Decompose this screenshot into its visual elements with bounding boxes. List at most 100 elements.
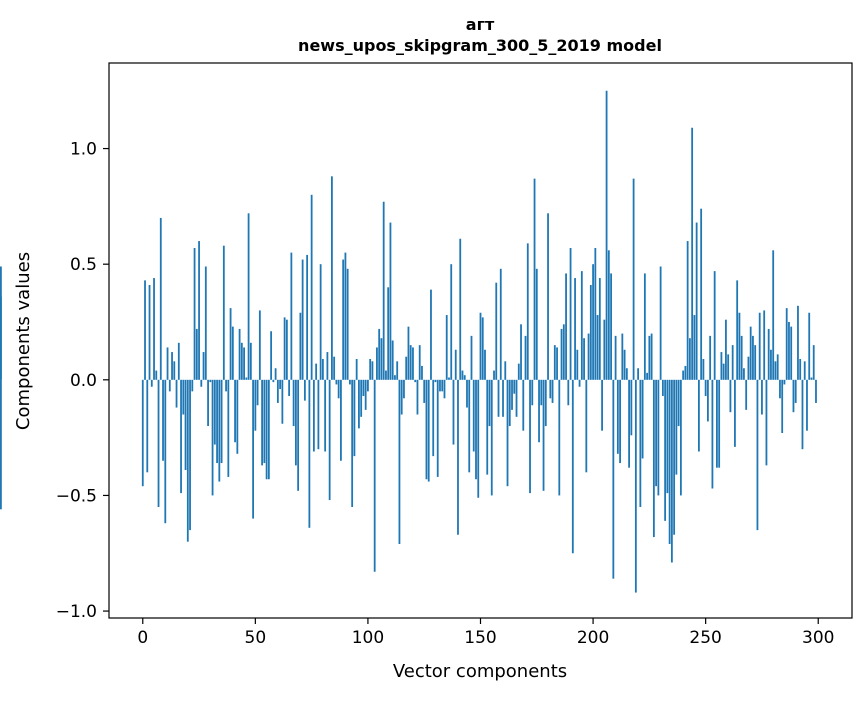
bar	[707, 379, 709, 422]
bar	[756, 379, 759, 531]
bar	[569, 248, 572, 380]
bar	[198, 241, 200, 380]
bar	[783, 379, 786, 385]
bar	[360, 379, 363, 417]
bar	[803, 361, 806, 380]
bar	[682, 370, 685, 380]
bar	[655, 379, 658, 487]
bar	[675, 379, 678, 475]
bar	[517, 363, 520, 380]
bar	[713, 271, 716, 380]
bar	[612, 379, 615, 579]
bar	[186, 379, 189, 542]
bar	[761, 379, 763, 415]
bar	[580, 271, 583, 380]
bar	[770, 349, 772, 380]
bar	[634, 379, 637, 593]
x-tick-label: 300	[802, 628, 834, 648]
x-axis-label: Vector components	[393, 661, 567, 682]
chart-subtitle: news_upos_skipgram_300_5_2019 model	[298, 36, 662, 55]
bar	[477, 379, 480, 498]
bar	[234, 379, 236, 443]
bar	[479, 312, 482, 380]
bar	[540, 379, 543, 406]
bar	[335, 379, 338, 385]
bar	[729, 379, 732, 413]
bar	[725, 319, 727, 380]
bar	[614, 335, 617, 380]
bar	[349, 379, 351, 385]
bar	[745, 379, 748, 410]
bar	[351, 379, 354, 507]
bar	[254, 379, 257, 431]
bar	[238, 328, 241, 380]
bar	[587, 333, 590, 380]
bar	[488, 379, 491, 427]
bar	[184, 379, 187, 470]
bar	[709, 335, 712, 380]
bar	[720, 352, 723, 380]
bar	[0, 266, 2, 380]
bar	[342, 259, 345, 380]
bar	[380, 338, 383, 380]
bar	[376, 347, 378, 380]
bar	[596, 315, 599, 380]
bar	[558, 379, 561, 496]
bar	[454, 349, 457, 380]
bar	[722, 363, 725, 380]
bar	[200, 379, 203, 387]
bar	[252, 379, 254, 519]
bar	[727, 354, 730, 380]
bar	[767, 328, 770, 380]
bar	[736, 280, 739, 380]
bar	[414, 379, 417, 383]
bar	[373, 379, 376, 572]
bar	[594, 248, 597, 380]
bar	[806, 379, 808, 431]
bar	[229, 308, 232, 380]
bar	[585, 379, 588, 473]
bar	[472, 379, 475, 452]
bar	[423, 379, 426, 403]
bar	[396, 361, 399, 380]
bar	[637, 368, 640, 380]
bar	[504, 361, 507, 380]
bar	[227, 379, 230, 477]
bar	[243, 347, 245, 380]
bar	[808, 312, 811, 380]
bar	[531, 379, 534, 406]
bar	[434, 379, 437, 383]
x-tick-label: 150	[464, 628, 496, 648]
bar	[468, 379, 471, 473]
bar	[794, 379, 797, 403]
bar	[409, 345, 412, 380]
bar	[303, 379, 306, 401]
bar	[457, 379, 459, 535]
bar	[673, 379, 676, 535]
bar	[171, 352, 173, 380]
bar	[718, 379, 721, 468]
bar	[326, 352, 329, 380]
bar	[427, 379, 430, 482]
y-axis-label: Components values	[13, 252, 34, 430]
bar	[452, 379, 455, 445]
bar	[524, 335, 527, 380]
bar	[189, 379, 191, 531]
bar	[267, 379, 270, 480]
bar	[299, 312, 302, 380]
bar	[738, 312, 741, 380]
bar	[405, 356, 408, 380]
bar	[801, 379, 804, 450]
bar	[747, 356, 750, 380]
bar	[639, 379, 642, 507]
bar	[270, 331, 273, 380]
bar	[276, 379, 279, 403]
bar	[387, 287, 390, 380]
bar	[216, 379, 218, 464]
bar	[578, 379, 581, 387]
x-tick-label: 250	[689, 628, 721, 648]
bar	[666, 379, 669, 494]
bar	[261, 379, 263, 466]
bar	[648, 335, 651, 380]
bar	[407, 326, 410, 380]
